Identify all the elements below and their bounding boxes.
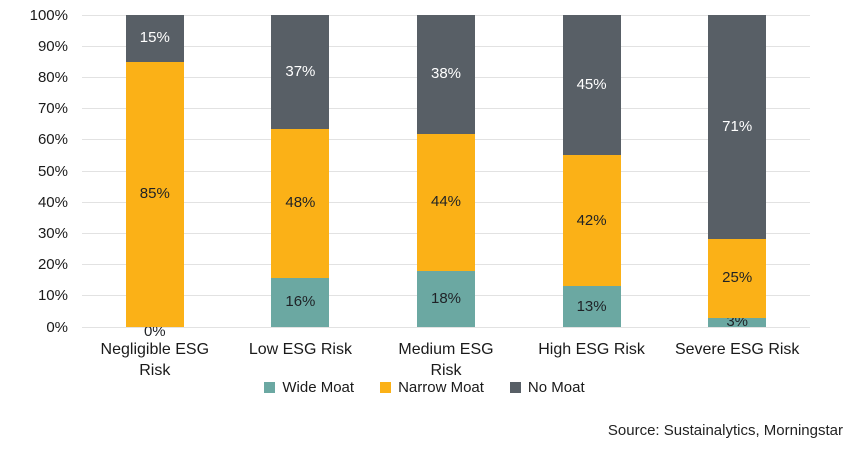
bar-segment-label: 25%: [722, 269, 753, 287]
bar-segment-narrow-moat: [562, 155, 621, 287]
bar-segment-narrow-moat: [125, 61, 184, 327]
y-axis-tick-label: 20%: [37, 256, 68, 274]
category-label: Negligible ESG Risk: [100, 341, 210, 379]
y-axis-tick-label: 60%: [37, 131, 68, 149]
y-axis-tick-label: 40%: [37, 193, 68, 211]
bar-segment-no-moat: [562, 15, 621, 156]
y-axis-tick-label: 90%: [37, 37, 68, 55]
bar-segment-no-moat: [708, 15, 767, 239]
bar-segment-label: 42%: [576, 211, 607, 229]
y-axis-tick-label: 70%: [37, 100, 68, 118]
legend-item-label: No Moat: [527, 379, 585, 396]
y-axis-tick-label: 10%: [37, 287, 68, 305]
bar-segment-wide-moat: [562, 286, 621, 327]
bar-segment-no-moat: [125, 15, 184, 62]
legend-item-label: Narrow Moat: [398, 379, 484, 396]
legend-item-narrow-moat: Narrow Moat: [380, 379, 484, 396]
legend-item-wide-moat: Wide Moat: [264, 379, 354, 396]
gridline: [82, 326, 810, 328]
legend-swatch-no-moat: [509, 382, 521, 393]
bar-segment-label: 48%: [285, 194, 316, 212]
y-axis-tick-label: 0%: [46, 318, 68, 336]
y-axis-tick-label: 30%: [37, 224, 68, 242]
bar-segment-narrow-moat: [271, 129, 330, 278]
y-axis-tick-label: 80%: [37, 68, 68, 86]
legend: Wide Moat Narrow Moat No Moat: [0, 379, 849, 396]
legend-item-no-moat: No Moat: [509, 379, 585, 396]
y-axis-tick-label: 100%: [29, 6, 68, 24]
category-label: High ESG Risk: [538, 341, 645, 358]
bar-segment-label: 85%: [139, 185, 170, 203]
legend-item-label: Wide Moat: [282, 379, 355, 396]
bar-segment-no-moat: [271, 15, 330, 130]
category-label: Low ESG Risk: [248, 341, 352, 358]
bar-segment-label: 13%: [576, 297, 607, 315]
bar-segment-narrow-moat: [708, 238, 767, 318]
bar-segment-label: 18%: [430, 289, 462, 307]
bar-segment-label: 71%: [722, 117, 753, 135]
bar-segment-label: 38%: [430, 65, 462, 83]
bar-segment-label: 0%: [143, 323, 166, 340]
bar-segment-label: 44%: [430, 193, 462, 211]
y-axis-tick-label: 50%: [37, 162, 68, 180]
source-caption: Source: Sustainalytics, Morningstar: [607, 422, 843, 439]
bar-segment-label: 45%: [576, 76, 607, 94]
bar-segment-no-moat: [417, 15, 475, 134]
bar-segment-narrow-moat: [417, 133, 475, 271]
category-label: Severe ESG Risk: [674, 341, 800, 358]
bar-segment-wide-moat: [271, 277, 330, 327]
legend-swatch-wide-moat: [264, 382, 276, 393]
legend-swatch-narrow-moat: [380, 382, 392, 393]
category-label: Medium ESG Risk: [398, 341, 494, 379]
bar-segment-wide-moat: [417, 270, 475, 327]
bar-segment-label: 16%: [285, 293, 316, 311]
bar-segment-wide-moat: [708, 317, 767, 327]
bar-segment-label: 37%: [285, 63, 316, 81]
bar-segment-label: 3%: [726, 313, 749, 331]
bar-segment-label: 15%: [139, 29, 170, 47]
